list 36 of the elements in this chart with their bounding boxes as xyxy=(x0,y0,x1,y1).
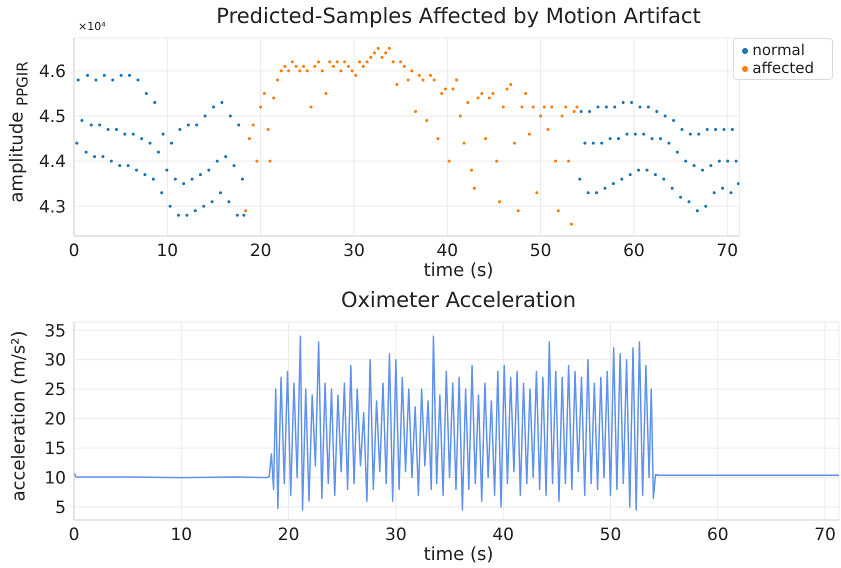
line-series xyxy=(74,335,839,511)
y-tick-label: 35 xyxy=(44,321,66,342)
x-tick-label: 0 xyxy=(68,241,80,262)
x-tick-label: 40 xyxy=(492,525,514,546)
x-tick-label: 50 xyxy=(600,525,622,546)
x-axis-title: time (s) xyxy=(422,260,494,281)
x-axis-title: time (s) xyxy=(422,544,494,565)
chart-title: Predicted-Samples Affected by Motion Artifact xyxy=(216,4,701,28)
x-tick-label: 0 xyxy=(68,525,80,546)
y-tick-label: 4.6 xyxy=(38,62,66,82)
x-tick-label: 60 xyxy=(623,241,645,262)
y-tick-label: 10 xyxy=(44,468,66,489)
y-axis-title: acceleration (m/s²) xyxy=(8,330,30,502)
legend-label: normal xyxy=(752,41,805,59)
x-tick-label: 50 xyxy=(530,241,552,262)
y-tick-label: 15 xyxy=(44,439,66,460)
x-tick-label: 10 xyxy=(156,241,178,262)
x-tick-label: 20 xyxy=(278,525,300,546)
x-tick-label: 30 xyxy=(385,525,407,546)
y-tick-label: 4.4 xyxy=(38,152,66,172)
y-tick-label: 25 xyxy=(44,380,66,400)
x-tick-label: 40 xyxy=(436,241,458,262)
x-tick-label: 60 xyxy=(706,525,729,546)
x-tick-label: 20 xyxy=(250,241,272,262)
y-tick-label: 20 xyxy=(44,410,66,430)
y-tick-label: 4.3 xyxy=(38,197,66,218)
chart-title: Oximeter Acceleration xyxy=(340,288,578,312)
y-tick-label: 5 xyxy=(55,498,66,518)
legend-label: affected xyxy=(752,59,814,77)
text: ×10⁴ xyxy=(78,20,106,33)
y-tick-label: 30 xyxy=(44,350,66,371)
x-tick-label: 10 xyxy=(170,525,192,546)
x-tick-label: 70 xyxy=(814,525,836,546)
x-tick-label: 70 xyxy=(716,241,738,262)
y-tick-label: 4.5 xyxy=(38,107,66,128)
x-tick-label: 30 xyxy=(343,241,365,262)
